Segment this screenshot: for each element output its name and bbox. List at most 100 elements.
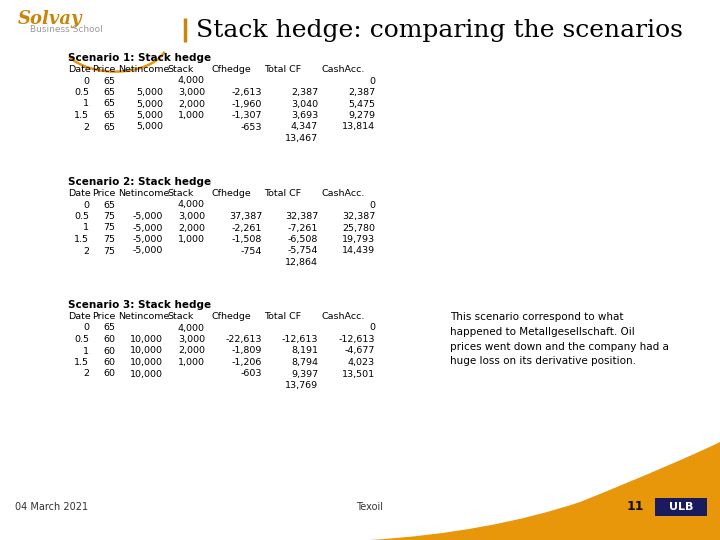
- Text: -5,754: -5,754: [287, 246, 318, 255]
- Text: 1.5: 1.5: [74, 235, 89, 244]
- Text: -1,307: -1,307: [232, 111, 262, 120]
- Text: Date: Date: [68, 65, 91, 74]
- Text: -5,000: -5,000: [132, 246, 163, 255]
- Text: 2,000: 2,000: [178, 224, 205, 233]
- Text: 9,279: 9,279: [348, 111, 375, 120]
- Text: 0: 0: [83, 77, 89, 85]
- Text: 75: 75: [103, 246, 115, 255]
- FancyBboxPatch shape: [655, 498, 707, 516]
- Text: 0: 0: [369, 77, 375, 85]
- Text: 12,864: 12,864: [285, 258, 318, 267]
- Text: 13,467: 13,467: [285, 134, 318, 143]
- Text: 1.5: 1.5: [74, 111, 89, 120]
- Text: 5,000: 5,000: [136, 123, 163, 132]
- Text: 65: 65: [103, 200, 115, 210]
- Text: -1,206: -1,206: [232, 358, 262, 367]
- Text: -2,261: -2,261: [232, 224, 262, 233]
- Text: 4,023: 4,023: [348, 358, 375, 367]
- Text: Netincome: Netincome: [118, 312, 169, 321]
- Text: Price: Price: [92, 312, 115, 321]
- Text: 11: 11: [626, 501, 644, 514]
- Text: Scenario 2: Stack hedge: Scenario 2: Stack hedge: [68, 177, 211, 187]
- Text: -754: -754: [240, 246, 262, 255]
- Text: 10,000: 10,000: [130, 347, 163, 355]
- Text: Scenario 1: Stack hedge: Scenario 1: Stack hedge: [68, 53, 211, 63]
- PathPatch shape: [370, 442, 720, 540]
- Text: 37,387: 37,387: [229, 212, 262, 221]
- Text: 13,769: 13,769: [285, 381, 318, 390]
- Text: Texoil: Texoil: [356, 502, 384, 512]
- Text: -6,508: -6,508: [287, 235, 318, 244]
- Text: CashAcc.: CashAcc.: [321, 189, 364, 198]
- Text: 5,000: 5,000: [136, 88, 163, 97]
- Text: 4,347: 4,347: [291, 123, 318, 132]
- Text: 1: 1: [83, 347, 89, 355]
- Text: 60: 60: [103, 358, 115, 367]
- Text: -7,261: -7,261: [287, 224, 318, 233]
- Text: 0.5: 0.5: [74, 335, 89, 344]
- Text: This scenario correspond to what
happened to Metallgesellschaft. Oil
prices went: This scenario correspond to what happene…: [450, 312, 669, 367]
- Text: 32,387: 32,387: [284, 212, 318, 221]
- Text: 2: 2: [83, 369, 89, 379]
- Text: 75: 75: [103, 224, 115, 233]
- Text: 4,000: 4,000: [178, 77, 205, 85]
- Text: 75: 75: [103, 212, 115, 221]
- Text: 2,000: 2,000: [178, 347, 205, 355]
- Text: -603: -603: [240, 369, 262, 379]
- Text: 5,475: 5,475: [348, 99, 375, 109]
- Text: 2: 2: [83, 123, 89, 132]
- Text: -1,508: -1,508: [232, 235, 262, 244]
- Text: Solvay: Solvay: [18, 10, 83, 28]
- Text: CashAcc.: CashAcc.: [321, 312, 364, 321]
- Text: Cfhedge: Cfhedge: [212, 189, 252, 198]
- Text: -5,000: -5,000: [132, 224, 163, 233]
- Text: 2: 2: [83, 246, 89, 255]
- Text: 1.5: 1.5: [74, 358, 89, 367]
- Text: -12,613: -12,613: [338, 335, 375, 344]
- Text: 60: 60: [103, 347, 115, 355]
- Text: 0: 0: [83, 323, 89, 333]
- Text: Stack: Stack: [167, 65, 194, 74]
- Text: Cfhedge: Cfhedge: [212, 65, 252, 74]
- Text: 1,000: 1,000: [178, 358, 205, 367]
- Text: Total CF: Total CF: [264, 312, 301, 321]
- Text: 65: 65: [103, 99, 115, 109]
- Text: 75: 75: [103, 235, 115, 244]
- Text: 4,000: 4,000: [178, 200, 205, 210]
- Text: 0.5: 0.5: [74, 212, 89, 221]
- Text: Netincome: Netincome: [118, 189, 169, 198]
- Text: Price: Price: [92, 189, 115, 198]
- Text: Scenario 3: Stack hedge: Scenario 3: Stack hedge: [68, 300, 211, 310]
- Text: 65: 65: [103, 123, 115, 132]
- Text: 65: 65: [103, 323, 115, 333]
- Text: Cfhedge: Cfhedge: [212, 312, 252, 321]
- Text: 14,439: 14,439: [342, 246, 375, 255]
- Text: 1,000: 1,000: [178, 235, 205, 244]
- Text: Stack: Stack: [167, 189, 194, 198]
- Text: 0: 0: [83, 200, 89, 210]
- Text: 60: 60: [103, 369, 115, 379]
- Text: 10,000: 10,000: [130, 335, 163, 344]
- Text: Price: Price: [92, 65, 115, 74]
- Text: 25,780: 25,780: [342, 224, 375, 233]
- Text: Stack hedge: comparing the scenarios: Stack hedge: comparing the scenarios: [196, 18, 683, 42]
- Text: 19,793: 19,793: [342, 235, 375, 244]
- Text: 60: 60: [103, 335, 115, 344]
- Text: 1: 1: [83, 224, 89, 233]
- Text: 9,397: 9,397: [291, 369, 318, 379]
- Text: 4,000: 4,000: [178, 323, 205, 333]
- Text: 3,693: 3,693: [291, 111, 318, 120]
- Text: 8,794: 8,794: [291, 358, 318, 367]
- Text: Date: Date: [68, 312, 91, 321]
- Text: 3,000: 3,000: [178, 335, 205, 344]
- Text: -5,000: -5,000: [132, 235, 163, 244]
- Text: 0.5: 0.5: [74, 88, 89, 97]
- Text: Total CF: Total CF: [264, 65, 301, 74]
- Text: 2,387: 2,387: [348, 88, 375, 97]
- Text: 3,040: 3,040: [291, 99, 318, 109]
- Text: -2,613: -2,613: [232, 88, 262, 97]
- Text: 04 March 2021: 04 March 2021: [15, 502, 88, 512]
- Text: 2,387: 2,387: [291, 88, 318, 97]
- Text: 10,000: 10,000: [130, 358, 163, 367]
- Text: -1,960: -1,960: [232, 99, 262, 109]
